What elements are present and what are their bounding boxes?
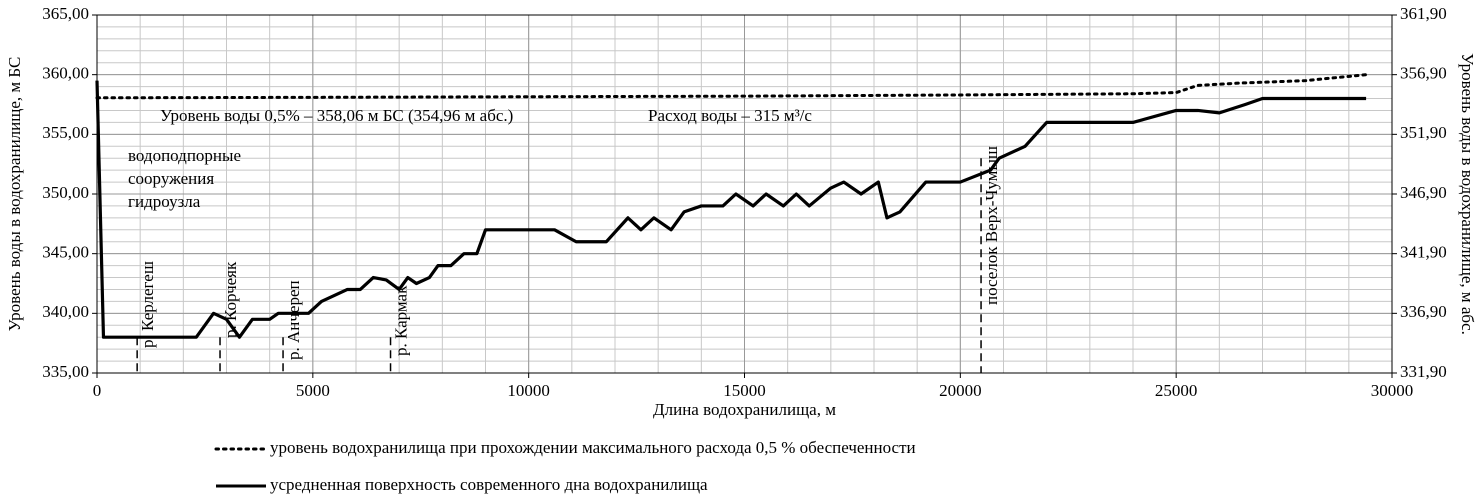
level-note: Уровень воды 0,5% – 358,06 м БС (354,96 … [160, 106, 513, 125]
y2-tick-label: 356,90 [1400, 64, 1447, 83]
x-tick-label: 30000 [1371, 381, 1414, 400]
series-line [95, 73, 1368, 100]
x-tick-label: 15000 [723, 381, 766, 400]
y2-tick-label: 346,90 [1400, 183, 1447, 202]
y2-axis-label: Уровень воды в водохранилище, м абс. [1458, 53, 1477, 335]
y2-tick-label: 331,90 [1400, 362, 1447, 381]
annotation-label: р. Керлегеш [138, 261, 157, 348]
y-tick-label: 350,00 [42, 183, 89, 202]
y2-tick-label: 361,90 [1400, 4, 1447, 23]
dam-label: гидроузла [128, 192, 201, 211]
y-tick-label: 345,00 [42, 243, 89, 262]
plot-frame [96, 14, 1393, 374]
y2-tick-label: 351,90 [1400, 123, 1447, 142]
y-tick-label: 365,00 [42, 4, 89, 23]
x-tick-label: 20000 [939, 381, 982, 400]
x-tick-label: 25000 [1155, 381, 1198, 400]
x-tick-label: 5000 [296, 381, 330, 400]
series-line [95, 80, 1367, 339]
annotation-label: поселок Верх-Чумыш [982, 146, 1001, 305]
flow-note: Расход воды – 315 м³/с [648, 106, 812, 125]
y2-tick-label: 336,90 [1400, 302, 1447, 321]
x-tick-label: 10000 [507, 381, 550, 400]
y-tick-label: 360,00 [42, 64, 89, 83]
x-axis-label: Длина водохранилища, м [653, 400, 836, 419]
annotation-label: р. Анчереп [284, 280, 303, 360]
y-tick-label: 335,00 [42, 362, 89, 381]
dam-label: водоподпорные [128, 146, 241, 165]
annotation-label: р. Кармак [391, 285, 410, 356]
y-tick-label: 340,00 [42, 302, 89, 321]
dam-label: сооружения [128, 169, 214, 188]
legend-label: усредненная поверхность современного дна… [270, 475, 708, 494]
x-tick-label: 0 [93, 381, 102, 400]
y2-tick-label: 341,90 [1400, 243, 1447, 262]
y-tick-label: 355,00 [42, 123, 89, 142]
y-axis-label: Уровень воды в водохранилище, м БС [5, 57, 24, 332]
legend-label: уровень водохранилища при прохождении ма… [270, 438, 916, 457]
